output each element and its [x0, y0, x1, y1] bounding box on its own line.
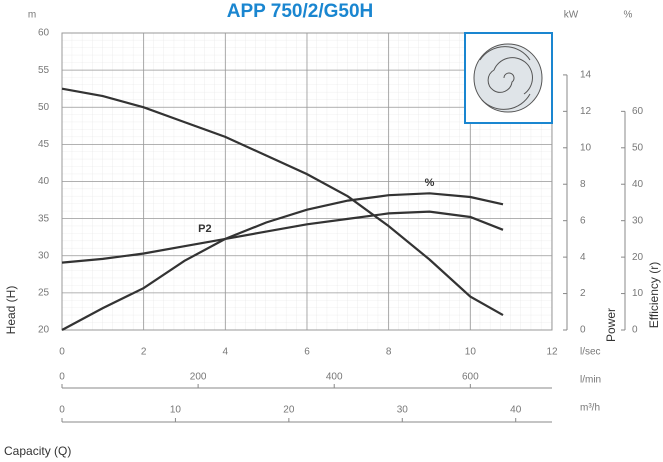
x-tick-label: 0 [59, 347, 65, 358]
x2-tick-label: 200 [190, 372, 207, 383]
x3-tick-label: 0 [59, 405, 65, 416]
y2-tick-label: 14 [580, 70, 592, 81]
curve-label: P2 [198, 223, 211, 235]
y3-tick-label: 60 [632, 106, 644, 117]
x-tick-label: 12 [546, 347, 558, 358]
x3-tick-label: 20 [283, 405, 295, 416]
y2-unit: kW [564, 10, 579, 21]
x2-tick-label: 600 [462, 372, 479, 383]
curve [61, 87, 504, 317]
y3-tick-label: 50 [632, 142, 644, 153]
y3-tick-label: 20 [632, 252, 644, 263]
y2-axis-title: Power [604, 308, 618, 342]
x3-tick-label: 10 [170, 405, 182, 416]
y-tick-label: 45 [38, 139, 50, 150]
x3-tick-label: 40 [510, 405, 522, 416]
y-tick-label: 25 [38, 288, 50, 299]
y3-axis-title: Efficiency (r) [647, 262, 661, 328]
y2-tick-label: 8 [580, 179, 586, 190]
y3-tick-label: 0 [632, 325, 638, 336]
y-tick-label: 40 [38, 176, 50, 187]
y-axis-title: Head (H) [4, 286, 18, 335]
curve [61, 192, 504, 331]
y2-tick-label: 6 [580, 215, 586, 226]
curve [61, 210, 504, 264]
y3-tick-label: 10 [632, 288, 644, 299]
y2-tick-label: 2 [580, 288, 586, 299]
y3-unit: % [624, 10, 633, 21]
y-tick-label: 60 [38, 28, 50, 39]
y-tick-label: 20 [38, 325, 50, 336]
y3-tick-label: 30 [632, 215, 644, 226]
x2-unit: l/min [580, 375, 601, 386]
y-tick-label: 55 [38, 65, 50, 76]
y2-tick-label: 10 [580, 142, 592, 153]
y2-tick-label: 4 [580, 252, 586, 263]
x-tick-label: 6 [304, 347, 310, 358]
x-tick-label: 10 [465, 347, 477, 358]
curve-label: % [425, 177, 435, 189]
y2-tick-label: 0 [580, 325, 586, 336]
x-axis-title: Capacity (Q) [4, 444, 71, 458]
y-tick-label: 35 [38, 213, 50, 224]
y3-tick-label: 40 [632, 179, 644, 190]
y-tick-label: 30 [38, 250, 50, 261]
x-tick-label: 8 [386, 347, 392, 358]
chart-title: APP 750/2/G50H [227, 1, 373, 22]
y-tick-label: 50 [38, 102, 50, 113]
x-tick-label: 2 [141, 347, 147, 358]
x2-tick-label: 0 [59, 372, 65, 383]
x-unit: l/sec [580, 347, 601, 358]
x-tick-label: 4 [223, 347, 229, 358]
logo [473, 43, 543, 113]
y2-tick-label: 12 [580, 106, 592, 117]
x3-unit: m³/h [580, 403, 600, 414]
y-unit: m [28, 10, 36, 21]
x2-tick-label: 400 [326, 372, 343, 383]
x3-tick-label: 30 [397, 405, 409, 416]
